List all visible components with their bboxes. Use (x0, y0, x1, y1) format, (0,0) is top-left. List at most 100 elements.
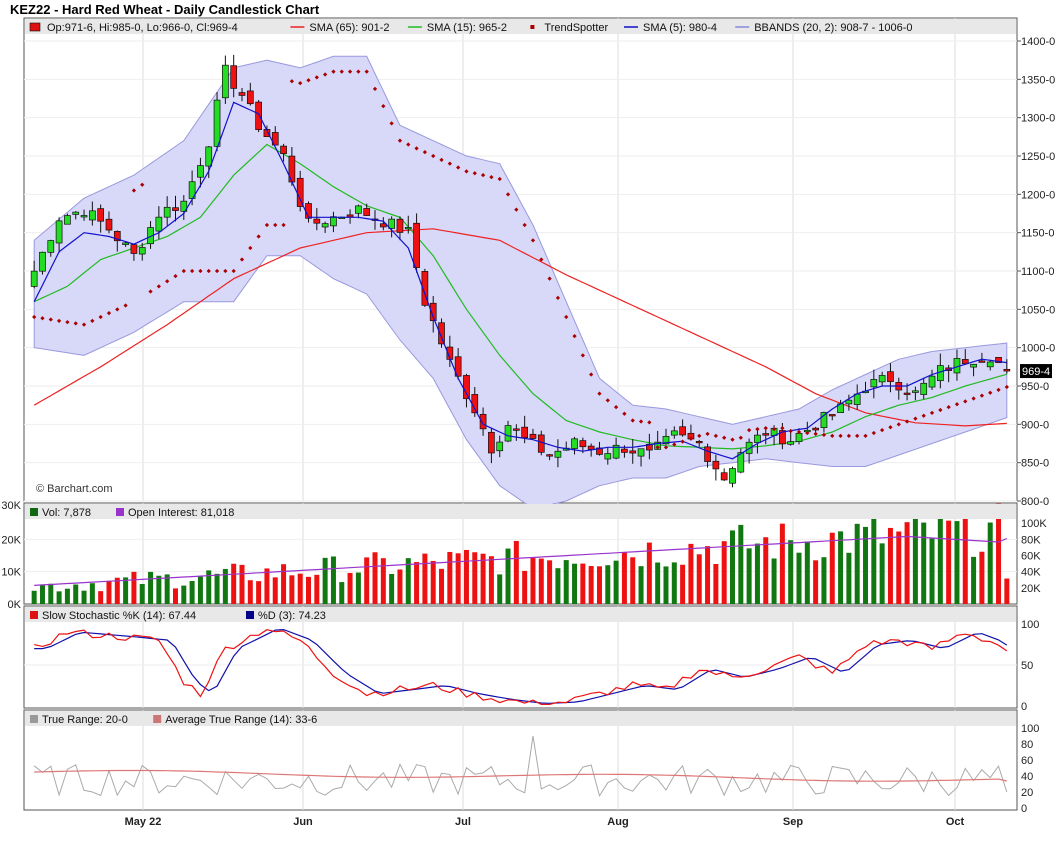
volume-bar (372, 552, 378, 604)
candle-body (637, 448, 645, 457)
volume-bar (123, 577, 129, 604)
volume-bar (771, 558, 777, 604)
trendspotter-dot (780, 426, 785, 431)
true-range-legend-label: Average True Range (14): 33-6 (165, 714, 317, 726)
candle-body (113, 231, 121, 242)
trendspotter-dot (697, 433, 702, 438)
volume-bar (488, 556, 494, 604)
candle-body (512, 428, 520, 431)
volume-bar (879, 543, 885, 604)
volume-bar (355, 572, 361, 604)
volume-bar (314, 574, 320, 604)
volume-left-tick: 20K (1, 534, 21, 546)
trendspotter-dot (223, 268, 228, 274)
volume-bar (172, 588, 178, 604)
candle-body (978, 360, 986, 363)
volume-bar (264, 568, 270, 604)
sma-15-line (33, 143, 1007, 450)
price-tick-label: 800-0 (1021, 496, 1049, 508)
volume-bar (422, 553, 428, 604)
candle-body (887, 371, 894, 382)
trendspotter-dot (855, 433, 860, 438)
candle-body (321, 223, 329, 228)
volume-bar (630, 557, 636, 604)
volume-bar (904, 522, 910, 604)
volume-bar (106, 580, 112, 604)
true-range-legend: True Range: 20-0 Average True Range (14):… (25, 711, 1016, 726)
volume-bar (804, 541, 810, 604)
volume-bar (114, 577, 120, 604)
volume-bar (405, 558, 411, 604)
trendspotter-dot (996, 387, 1001, 392)
trendspotter-dot (813, 431, 818, 437)
volume-bar (971, 556, 977, 604)
candle-body (912, 390, 919, 393)
candle-body (72, 211, 80, 215)
candle-body (172, 207, 179, 211)
candle-body (55, 220, 63, 244)
true-range-panel (23, 709, 1018, 811)
candle-body (496, 441, 504, 452)
volume-legend-label: Open Interest: 81,018 (128, 507, 234, 519)
trendspotter-dot (530, 238, 536, 243)
volume-bar (638, 566, 644, 604)
trendspotter-dot (505, 192, 511, 197)
volume-bar (613, 560, 619, 604)
candle-body (313, 218, 321, 224)
volume-bar (547, 560, 553, 604)
trendspotter-dot (929, 410, 935, 415)
volume-bar (621, 551, 627, 604)
volume-right-tick: 60K (1021, 551, 1041, 563)
candle-body (296, 177, 304, 207)
volume-bar (796, 552, 802, 604)
trendspotter-dot (564, 314, 569, 320)
candle-body (180, 200, 188, 212)
true-range-legend-swatch (30, 715, 38, 723)
trendspotter-dot (796, 429, 802, 435)
volume-bar (580, 563, 586, 604)
trendspotter-dot (264, 222, 270, 228)
true-range-line (33, 735, 1008, 798)
trendspotter-dot (256, 234, 261, 239)
true-range-legend-swatch (153, 715, 162, 723)
trendspotter-dot (888, 425, 893, 430)
price-tick-label: 950-0 (1021, 381, 1049, 393)
watermark: © Barchart.com (36, 483, 113, 495)
volume-bar (48, 583, 54, 604)
x-axis-label: Jul (455, 816, 471, 828)
trendspotter-dot (954, 402, 960, 407)
trendspotter-dot (173, 273, 178, 279)
volume-bar (596, 566, 602, 604)
volume-left-tick: 30K (1, 500, 21, 512)
trendspotter-dot (439, 157, 444, 162)
volume-bar (206, 570, 212, 604)
trendspotter-dot (755, 427, 760, 432)
volume-bar (272, 577, 278, 604)
trendspotter-dot (771, 427, 777, 432)
volume-bar (380, 558, 386, 604)
volume-legend-label: Vol: 7,878 (42, 507, 91, 519)
volume-bar (222, 568, 228, 604)
candle-body (554, 450, 562, 458)
volume-bar (472, 552, 478, 604)
volume-bar (239, 564, 245, 604)
volume-legend-bg (25, 504, 1016, 519)
candle-body (737, 452, 745, 473)
volume-bar (497, 574, 503, 604)
volume-bar (738, 524, 744, 604)
trendspotter-dot (763, 426, 768, 431)
volume-bar (979, 551, 985, 604)
price-tick-label: 1250-0 (1021, 151, 1055, 163)
trendspotter-dot (148, 289, 153, 294)
trendspotter-dot (705, 431, 710, 437)
volume-bar (655, 562, 661, 604)
trendspotter-dot (730, 437, 735, 442)
volume-bar (754, 543, 760, 604)
candle-body (30, 270, 38, 287)
trendspotter-dot (397, 138, 403, 143)
trendspotter-dot (140, 182, 145, 187)
trendspotter-dot (572, 334, 577, 339)
candle-body (928, 375, 936, 388)
volume-bar (996, 503, 1002, 604)
trendspotter-dot (680, 439, 685, 444)
